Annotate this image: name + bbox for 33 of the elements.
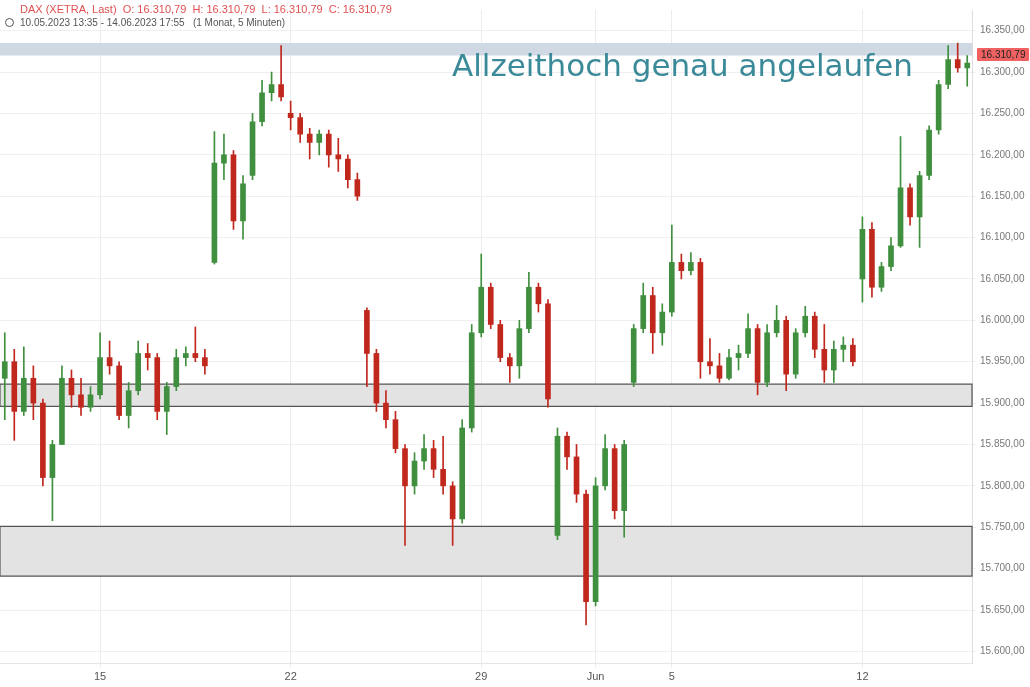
text: 10.05.2023 13:35 - 14.06.2023 17:55 (1 Monat, 5 Minuten) <box>20 17 286 28</box>
y-tick-label: 15.800,00 <box>980 479 1025 491</box>
y-tick-label: 16.000,00 <box>980 314 1025 326</box>
y-tick-label: 15.600,00 <box>980 645 1025 657</box>
candlestick <box>707 338 713 375</box>
y-tick-label: 15.650,00 <box>980 603 1025 615</box>
x-tick-label: 15 <box>93 670 107 683</box>
x-tick-label: 22 <box>284 670 297 683</box>
candlestick <box>1 332 8 420</box>
y-tick-label: 16.200,00 <box>980 148 1025 160</box>
y-tick-label: 15.750,00 <box>980 521 1025 532</box>
y-tick-label: 15.900,00 <box>980 396 1025 408</box>
chart-title: DAX (XETRA, Last) O: 16.310,79 H: 16.310,79 L: 16.310,79 C: 16.310,79 <box>20 3 392 15</box>
y-tick-label: 15.950,00 <box>980 355 1025 367</box>
x-tick-label: Jun <box>586 670 605 683</box>
y-tick-label: 16.150,00 <box>980 189 1025 201</box>
candlestick <box>144 343 151 371</box>
y-tick-label: 15.700,00 <box>980 562 1025 574</box>
candlestick <box>221 133 227 180</box>
annotation: Allzeithoch genau angelaufen <box>452 47 913 83</box>
text: 16.310,79 <box>977 48 1029 61</box>
candlestick <box>964 55 971 87</box>
candlestick <box>335 137 342 172</box>
candlestick <box>278 45 284 102</box>
y-tick-label: 16.250,00 <box>980 107 1025 119</box>
x-tick-label: 29 <box>475 670 488 683</box>
x-tick-label: 5 <box>668 670 675 683</box>
y-tick-label: 15.850,00 <box>980 438 1025 450</box>
y-tick-label: 16.100,00 <box>980 231 1025 243</box>
y-tick-label: 16.050,00 <box>980 272 1025 284</box>
y-tick-label: 16.350,00 <box>980 24 1025 36</box>
y-tick-label: 16.300,00 <box>980 65 1025 77</box>
x-tick-label: 12 <box>856 670 869 683</box>
